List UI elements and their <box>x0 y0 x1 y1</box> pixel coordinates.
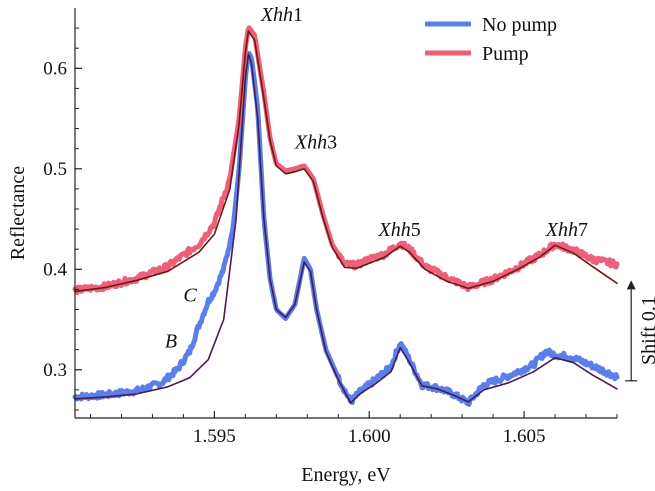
series-line-no-pump-fit <box>74 53 618 404</box>
annotation-suffix: 1 <box>293 4 303 26</box>
annotation-label-b: B <box>165 331 177 353</box>
annotation-prefix: Xhh <box>294 132 327 154</box>
y-tick-label: 0.3 <box>43 360 67 381</box>
annotation-xhh1: Xhh1 <box>260 4 303 26</box>
annotation-suffix: 7 <box>578 219 588 241</box>
annotation-prefix: Xhh <box>260 4 293 26</box>
annotation-xhh3: Xhh3 <box>294 132 337 154</box>
series-line-pump <box>72 25 620 296</box>
legend-label: Pump <box>482 43 529 65</box>
annotation-prefix: B <box>165 331 177 353</box>
y-axis-title: Reflectance <box>7 166 29 260</box>
legend-label: No pump <box>482 14 557 36</box>
x-tick-label: 1.605 <box>503 426 546 447</box>
series-line-pump-fit <box>74 30 618 293</box>
axes-layer: 1.595 1.600 1.605 0.3 0.4 0.5 0.6 Energy, eV Ref… <box>7 8 618 486</box>
legend: No pump Pump <box>425 14 557 65</box>
annotation-label-c: C <box>183 284 197 306</box>
annotation-prefix: Xhh <box>545 219 578 241</box>
series-layer <box>72 25 620 407</box>
x-tick-label: 1.600 <box>348 426 391 447</box>
shift-arrow-head <box>626 280 636 290</box>
shift-label: Shift 0.1 <box>638 296 655 365</box>
y-tick-label: 0.6 <box>43 58 67 79</box>
y-tick-label: 0.4 <box>43 259 67 280</box>
annotation-xhh5: Xhh5 <box>378 219 421 241</box>
annotation-prefix: Xhh <box>378 219 411 241</box>
annotation-suffix: 3 <box>327 132 337 154</box>
annotation-prefix: C <box>183 284 197 306</box>
annotation-xhh7: Xhh7 <box>545 219 588 241</box>
x-tick-label: 1.595 <box>193 426 236 447</box>
annotation-suffix: 5 <box>411 219 421 241</box>
x-axis-title: Energy, eV <box>301 464 391 486</box>
y-tick-label: 0.5 <box>43 159 67 180</box>
